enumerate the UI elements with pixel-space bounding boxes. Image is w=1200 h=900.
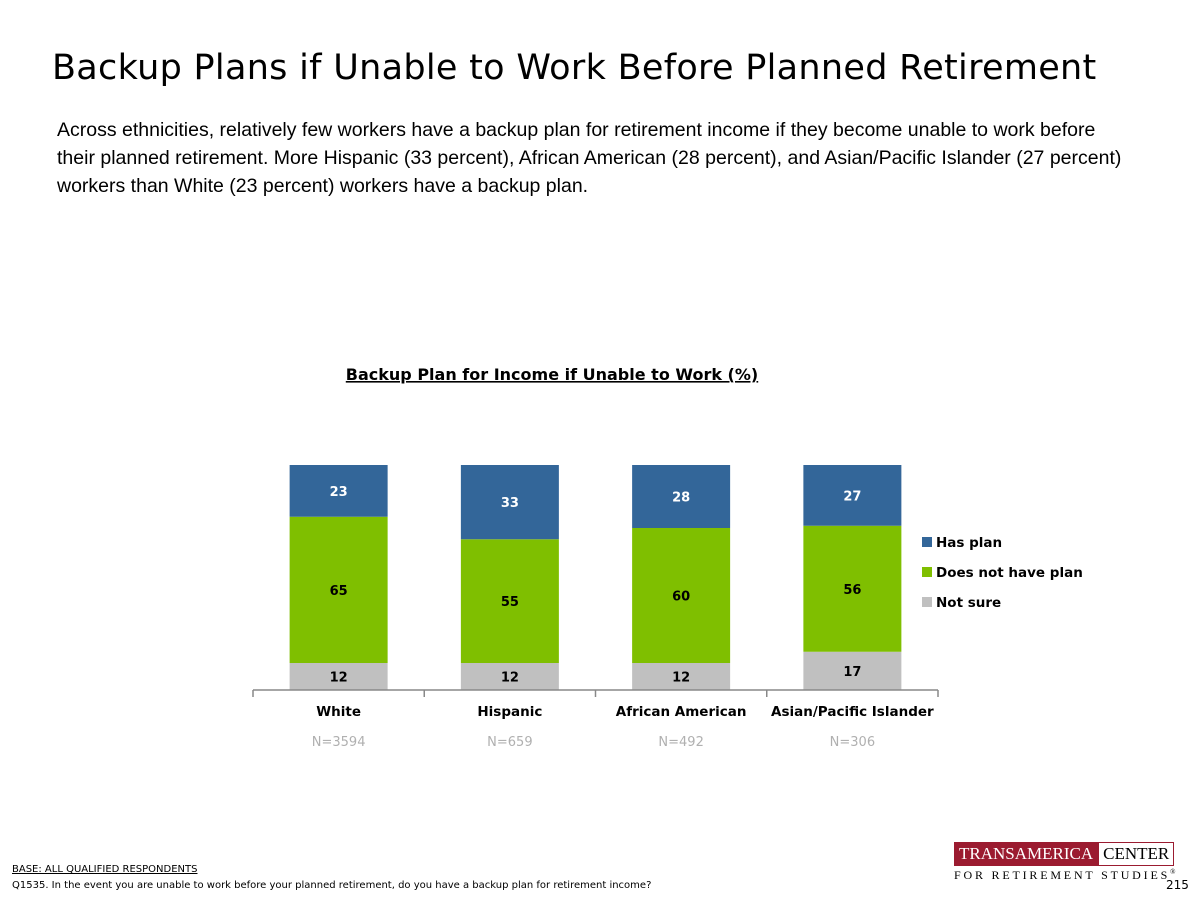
logo-subtitle-text: FOR RETIREMENT STUDIES	[954, 868, 1171, 882]
bar-does-not-have-plan-african-american	[632, 528, 731, 663]
x-tick-label-asian-pacific-islander: Asian/Pacific Islander	[771, 704, 934, 720]
bar-not-sure-hispanic	[460, 663, 559, 690]
sample-size-asian-pacific-islander: N=306	[830, 735, 875, 750]
x-tick-label-hispanic: Hispanic	[477, 704, 542, 720]
data-label-does-not-have-plan-asian-pacific-islander: 56	[843, 583, 861, 598]
legend-label-has-plan: Has plan	[936, 535, 1002, 551]
data-label-has-plan-asian-pacific-islander: 27	[843, 489, 861, 504]
data-label-has-plan-hispanic: 33	[501, 496, 519, 511]
summary-text: Across ethnicities, relatively few worke…	[57, 119, 1122, 197]
bar-has-plan-hispanic	[460, 465, 559, 540]
data-label-not-sure-white: 12	[330, 671, 348, 686]
data-label-does-not-have-plan-african-american: 60	[672, 590, 690, 605]
logo-registered-mark: ®	[1170, 868, 1176, 876]
question-note: Q1535. In the event you are unable to wo…	[12, 880, 652, 891]
legend-label-not-sure: Not sure	[936, 595, 1001, 611]
sample-size-white: N=3594	[312, 735, 366, 750]
data-label-has-plan-african-american: 28	[672, 491, 690, 506]
legend-swatch-not-sure	[922, 597, 932, 607]
data-label-does-not-have-plan-white: 65	[330, 584, 348, 599]
legend-label-does-not-have-plan: Does not have plan	[936, 565, 1083, 581]
logo-brand-text: TRANSAMERICA	[954, 842, 1099, 866]
logo-subtitle: FOR RETIREMENT STUDIES®	[954, 868, 1175, 883]
page-title: Backup Plans if Unable to Work Before Pl…	[52, 48, 1097, 88]
sample-size-african-american: N=492	[658, 735, 703, 750]
x-tick-label-african-american: African American	[616, 704, 747, 720]
bar-not-sure-asian-pacific-islander	[803, 651, 902, 690]
chart-title: Backup Plan for Income if Unable to Work…	[346, 365, 758, 384]
base-note: BASE: ALL QUALIFIED RESPONDENTS	[12, 864, 198, 875]
bar-has-plan-asian-pacific-islander	[803, 465, 902, 526]
bar-does-not-have-plan-white	[289, 516, 388, 663]
bar-has-plan-african-american	[632, 465, 731, 528]
data-label-not-sure-african-american: 12	[672, 671, 690, 686]
data-label-not-sure-hispanic: 12	[501, 671, 519, 686]
transamerica-logo: TRANSAMERICA CENTER FOR RETIREMENT STUDI…	[954, 842, 1175, 883]
bar-not-sure-white	[289, 663, 388, 690]
logo-center-text: CENTER	[1098, 842, 1175, 866]
bar-does-not-have-plan-asian-pacific-islander	[803, 525, 902, 652]
legend-swatch-does-not-have-plan	[922, 567, 932, 577]
page-number: 215	[1166, 878, 1189, 892]
sample-size-hispanic: N=659	[487, 735, 532, 750]
x-tick-label-white: White	[316, 704, 361, 720]
bar-has-plan-white	[289, 465, 388, 517]
data-label-does-not-have-plan-hispanic: 55	[501, 595, 519, 610]
data-label-has-plan-white: 23	[330, 485, 348, 500]
bar-does-not-have-plan-hispanic	[460, 539, 559, 663]
data-label-not-sure-asian-pacific-islander: 17	[843, 665, 861, 680]
bar-not-sure-african-american	[632, 663, 731, 690]
legend-swatch-has-plan	[922, 537, 932, 547]
